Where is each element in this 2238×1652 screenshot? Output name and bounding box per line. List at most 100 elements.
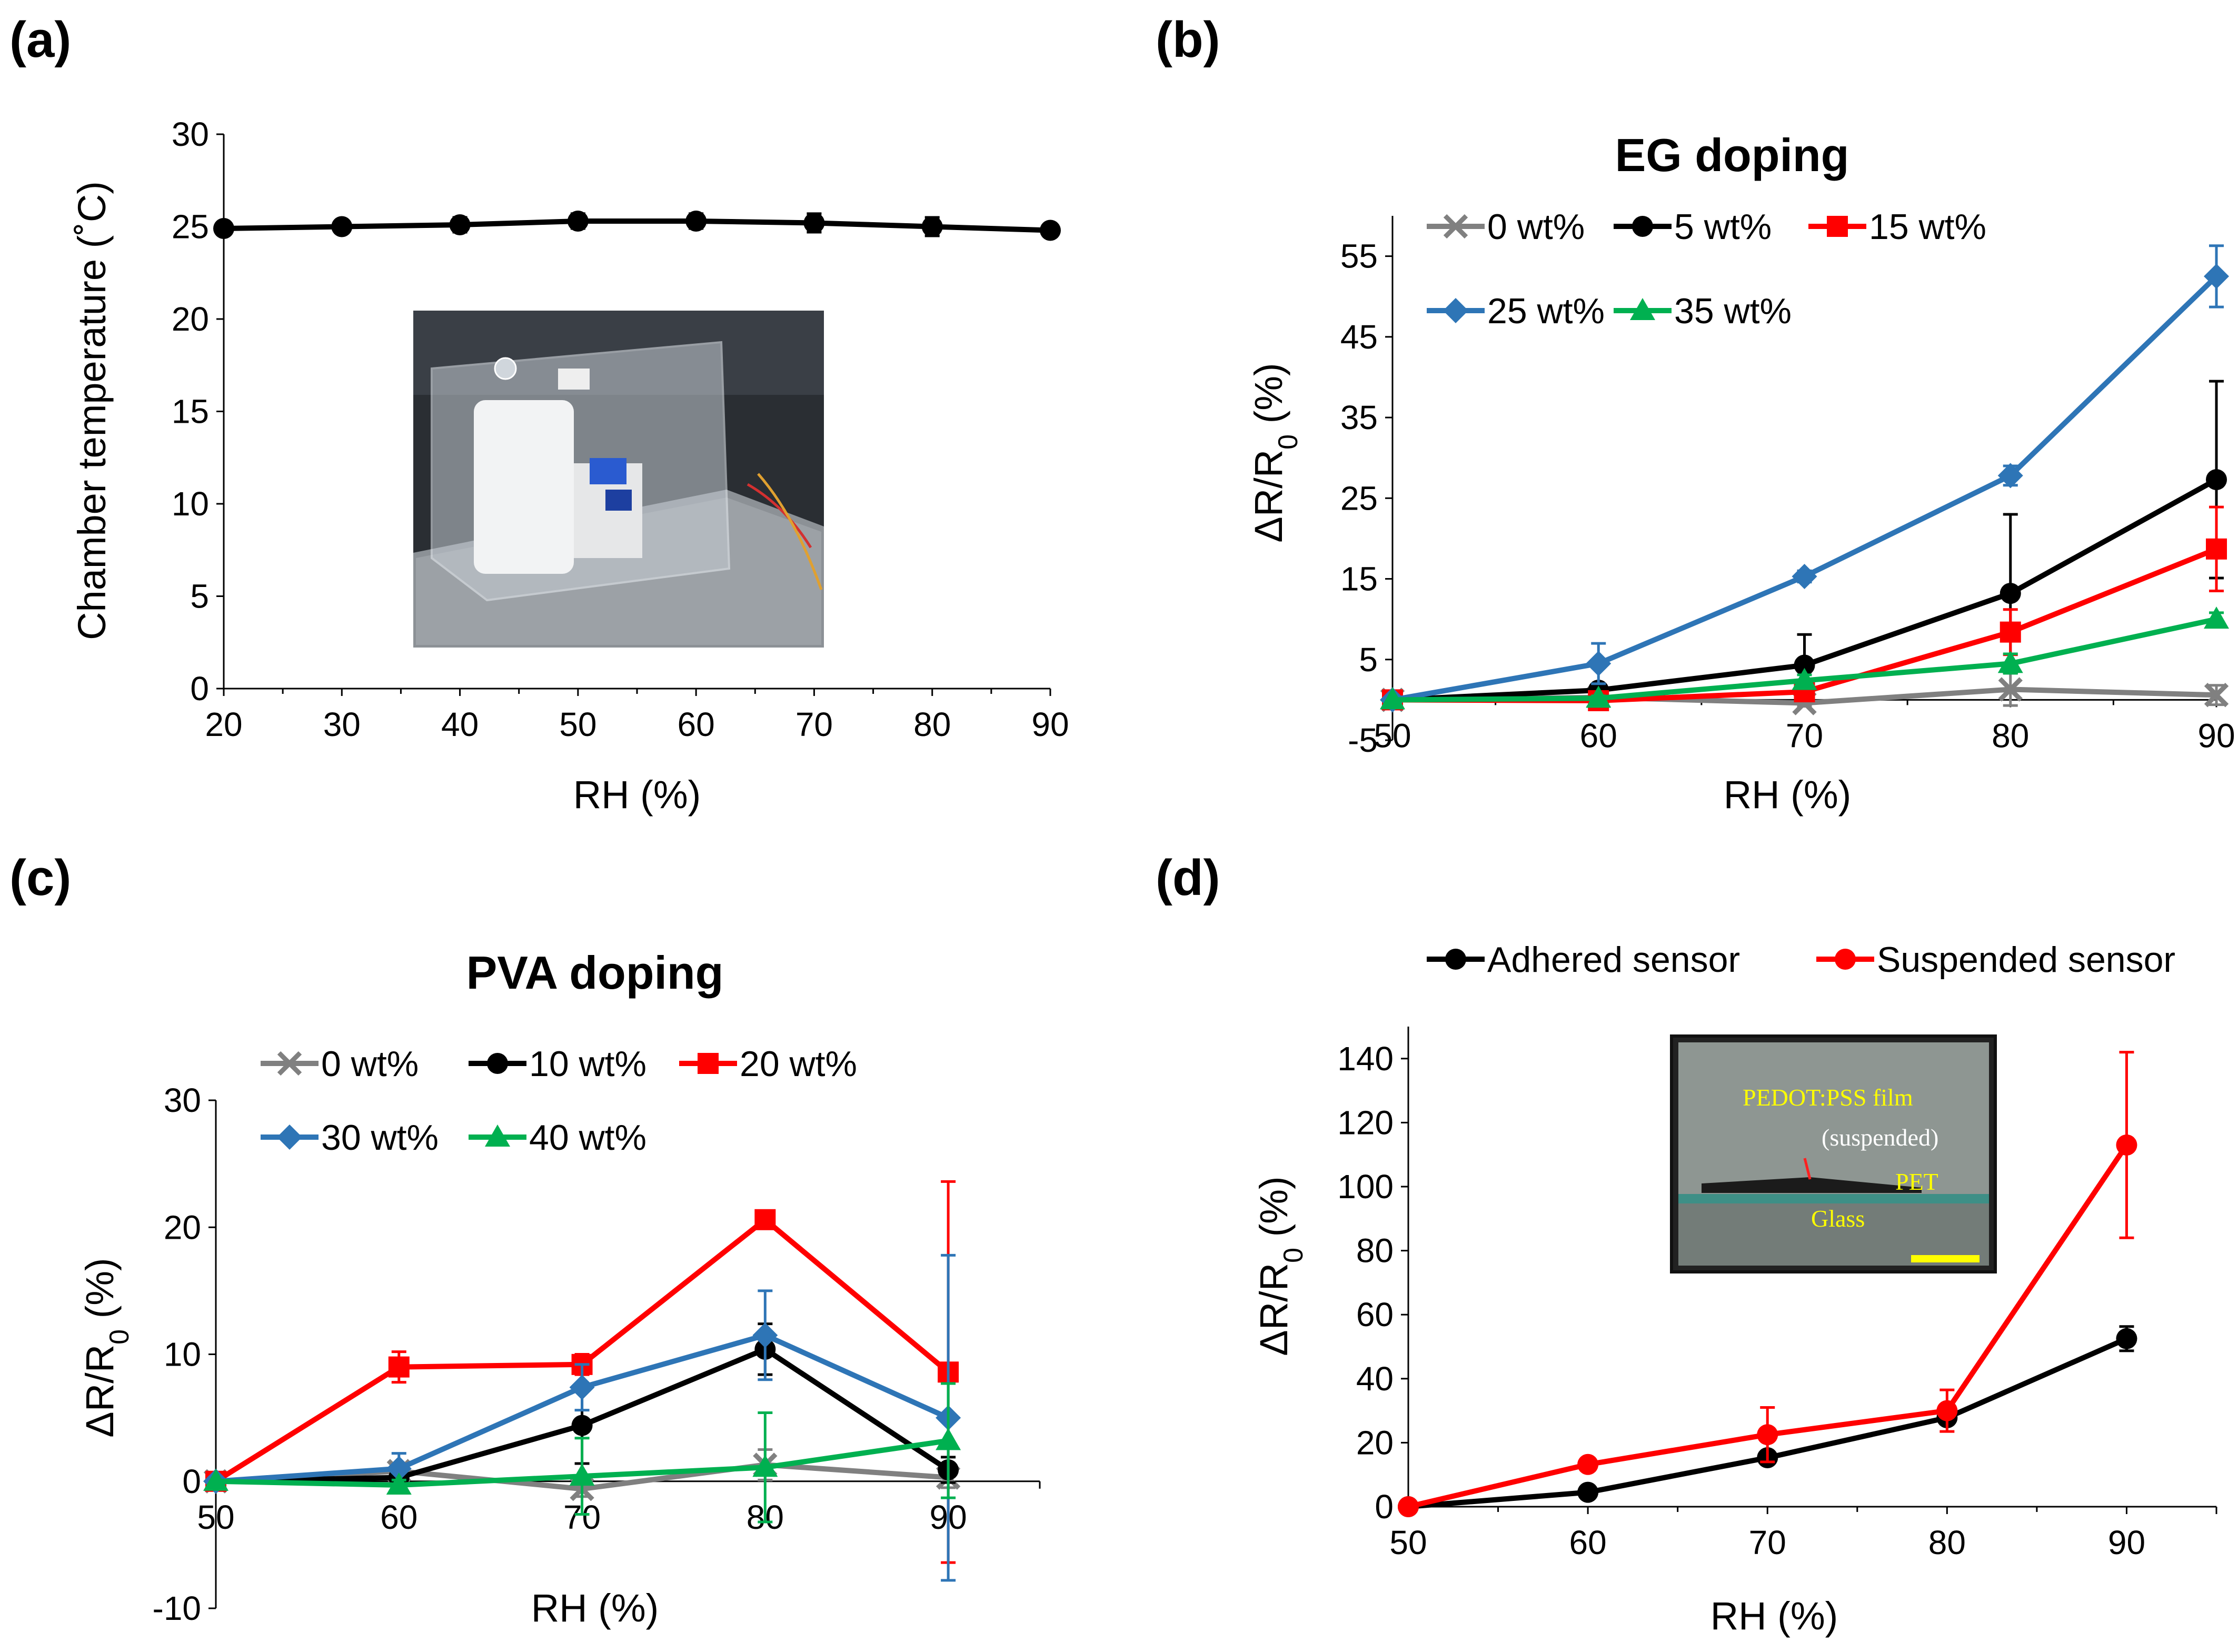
legend-label: 35 wt%	[1674, 291, 1792, 331]
y-tick-label: 0	[182, 1462, 201, 1500]
y-tick-label: 25	[1340, 479, 1378, 517]
data-point	[2204, 683, 2229, 708]
film-label-pet: PET	[1895, 1168, 1938, 1195]
x-tick-label: 40	[441, 705, 479, 743]
data-point	[1577, 1454, 1599, 1475]
y-tick-label: 5	[190, 578, 209, 615]
y-tick-label: 30	[164, 1081, 201, 1119]
data-point	[2204, 263, 2229, 289]
chart-a-chamber-temperature: 0 5 10 15 20 25 30 20 30 40 50 60 70 80 90 RH (%) Chambe…	[70, 115, 1069, 817]
y-tick-label: 55	[1340, 237, 1378, 275]
legend-label: 5 wt%	[1674, 207, 1772, 247]
y-tick-label: 15	[172, 393, 209, 431]
legend-swatch-marker	[1443, 298, 1468, 323]
series-5-wt-	[1382, 380, 2227, 711]
series-35-wt-	[1380, 606, 2229, 710]
chart-b-eg-doping: -5 5 15 25 35 45 55 50 60 70 80 90 RH (%) ΔR/R0 (%) EG…	[1247, 129, 2235, 817]
legend-swatch-marker	[698, 1053, 719, 1074]
data-point	[1586, 685, 1612, 708]
chamber-photo-inset	[413, 311, 824, 648]
x-tick-label: 80	[913, 705, 951, 743]
data-point	[803, 212, 825, 234]
data-point	[1586, 651, 1612, 676]
data-point	[1792, 668, 1817, 690]
series-40-wt-	[203, 1382, 961, 1524]
legend-label: 20 wt%	[740, 1044, 857, 1084]
x-tick-label: 70	[795, 705, 833, 743]
film-pointer-arrow	[1803, 1158, 1812, 1180]
chart-c-legend: 0 wt% 10 wt% 20 wt% 30 wt% 40 wt%	[261, 1044, 857, 1158]
legend-swatch-marker	[1835, 949, 1856, 970]
panel-label-a: (a)	[9, 12, 71, 68]
y-tick-label: 20	[172, 300, 209, 338]
chart-b-y-axis-label: ΔR/R0 (%)	[1247, 363, 1304, 542]
legend-label: 40 wt%	[529, 1118, 646, 1158]
y-tick-label: 40	[1356, 1360, 1394, 1398]
data-point	[1997, 651, 2023, 673]
data-point	[1757, 1424, 1778, 1446]
data-point	[1794, 654, 1815, 676]
chart-a-y-axis-label: Chamber temperature (˚C)	[70, 181, 114, 640]
data-point	[386, 1472, 412, 1495]
chart-d-x-axis-label: RH (%)	[1710, 1594, 1838, 1638]
legend-label: 25 wt%	[1487, 291, 1605, 331]
y-tick-label: 120	[1337, 1103, 1394, 1141]
data-point	[449, 214, 471, 235]
y-tick-label: 30	[172, 115, 209, 153]
y-tick-label: 0	[1375, 1488, 1394, 1526]
data-point	[569, 1375, 595, 1400]
data-point	[921, 216, 943, 237]
legend-swatch-marker	[1443, 214, 1468, 239]
legend-swatch-marker	[1632, 216, 1653, 237]
legend-label: Adhered sensor	[1487, 940, 1740, 980]
data-point	[2116, 1328, 2137, 1349]
y-tick-label: 20	[164, 1208, 201, 1246]
legend-swatch-marker	[485, 1124, 510, 1147]
chart-d-adhered-vs-suspended: 0 20 40 60 80 100 120 140 50 60 70 80 90 RH (%) ΔR/R0 …	[1252, 940, 2217, 1638]
data-point	[386, 1456, 412, 1481]
y-tick-label: 60	[1356, 1296, 1394, 1333]
x-tick-label: 50	[197, 1498, 234, 1536]
legend-swatch-marker	[1445, 949, 1466, 970]
x-tick-label: 70	[1749, 1524, 1786, 1561]
data-point	[2206, 538, 2227, 560]
data-point	[1998, 677, 2023, 702]
legend-label: 0 wt%	[1487, 207, 1585, 247]
series-30-wt-	[203, 1253, 961, 1582]
x-tick-label: 70	[1786, 716, 1823, 754]
data-point	[1380, 687, 1405, 710]
chart-d-y-axis-label: ΔR/R0 (%)	[1252, 1176, 1309, 1356]
x-tick-label: 80	[1992, 716, 2029, 754]
data-point	[936, 1428, 961, 1450]
y-tick-label: 100	[1337, 1168, 1394, 1206]
legend-label: 0 wt%	[321, 1044, 419, 1084]
x-tick-label: 20	[205, 705, 242, 743]
x-tick-label: 50	[1374, 716, 1411, 754]
legend-swatch-marker	[487, 1053, 508, 1074]
legend-swatch-marker	[1827, 216, 1848, 237]
y-tick-label: 80	[1356, 1232, 1394, 1270]
data-point	[1792, 563, 1817, 589]
series-chamber-temperature	[213, 210, 1061, 241]
legend-label: 30 wt%	[321, 1118, 439, 1158]
chart-c-y-axis-label: ΔR/R0 (%)	[78, 1258, 135, 1437]
y-tick-label: 10	[164, 1336, 201, 1374]
film-photo-inset: PEDOT:PSS film (suspended) PET Glass	[1670, 1034, 1997, 1273]
film-label-glass: Glass	[1811, 1205, 1865, 1232]
y-tick-label: 25	[172, 208, 209, 246]
y-tick-label: 15	[1340, 560, 1378, 598]
series-suspended-sensor	[1398, 1051, 2137, 1517]
x-tick-label: 80	[1928, 1524, 1966, 1561]
legend-swatch-marker	[277, 1124, 302, 1150]
y-tick-label: 140	[1337, 1040, 1394, 1078]
series-25-wt-	[1380, 244, 2229, 713]
data-point	[2000, 583, 2021, 604]
chart-c-title: PVA doping	[466, 947, 724, 999]
y-tick-label: -10	[153, 1589, 202, 1627]
data-point	[2206, 469, 2227, 491]
panel-label-c: (c)	[9, 850, 71, 906]
chart-c-x-axis-label: RH (%)	[531, 1586, 659, 1630]
y-tick-label: 10	[172, 485, 209, 523]
data-point	[685, 210, 707, 232]
